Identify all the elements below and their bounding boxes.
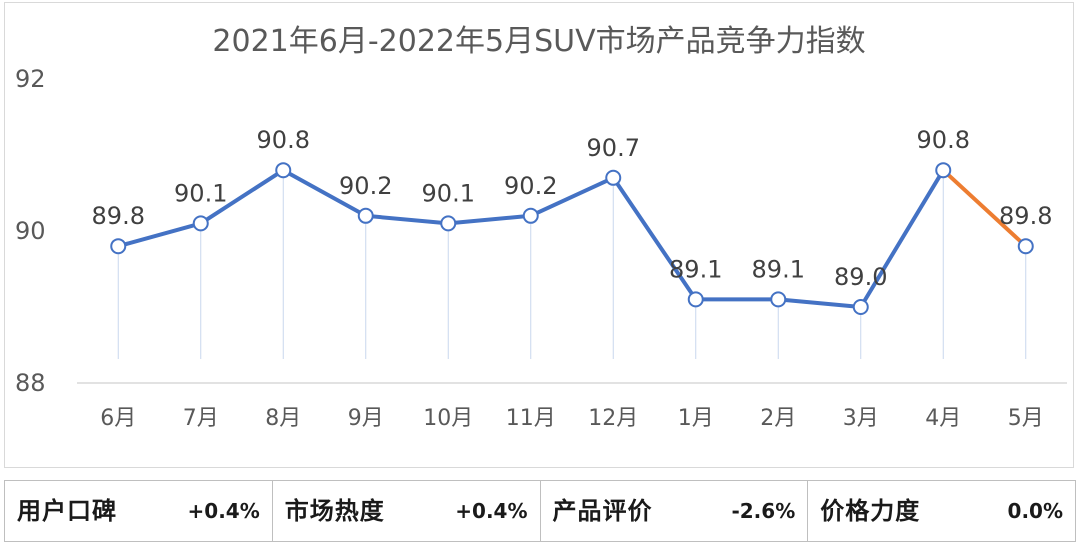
data-label: 89.8 (92, 202, 145, 230)
data-label: 90.1 (174, 179, 227, 207)
line-segment (611, 175, 698, 302)
metric-value: -2.6% (731, 499, 796, 523)
metric-name: 用户口碑 (17, 497, 117, 525)
y-tick-label: 90 (15, 217, 46, 245)
x-axis-ticks: 6月 7月 8月 9月 10月 11月 12月 1月 2月 3月 4月 5月 (100, 406, 1044, 431)
x-tick-label: 1月 (678, 406, 714, 431)
drop-lines (117, 176, 1027, 359)
metrics-table: 用户口碑 +0.4% 市场热度 +0.4% 产品评价 -2.6% 价格力度 0.… (4, 480, 1076, 542)
x-tick-label: 7月 (183, 406, 219, 431)
data-label: 90.7 (587, 134, 640, 162)
metrics-row: 用户口碑 +0.4% 市场热度 +0.4% 产品评价 -2.6% 价格力度 0.… (4, 480, 1076, 542)
data-label: 90.2 (504, 172, 557, 200)
data-label: 89.8 (999, 202, 1052, 230)
data-markers (110, 162, 1034, 315)
data-label: 89.0 (834, 263, 887, 291)
x-tick-label: 6月 (100, 406, 136, 431)
data-label: 90.2 (339, 172, 392, 200)
data-labels: 89.8 90.1 90.8 90.2 90.1 90.2 90.7 89.1 89.1 89.0… (92, 126, 1053, 291)
x-tick-label: 8月 (265, 406, 301, 431)
line-segment (941, 168, 1028, 249)
data-label: 89.1 (669, 255, 722, 283)
data-label: 90.1 (422, 179, 475, 207)
metric-name: 市场热度 (284, 497, 385, 525)
data-point (1017, 238, 1034, 255)
y-tick-label: 92 (15, 65, 46, 93)
x-tick-label: 4月 (925, 406, 961, 431)
line-segment (858, 168, 946, 309)
data-point (770, 291, 787, 308)
data-point (605, 169, 622, 186)
y-tick-label: 88 (15, 369, 46, 397)
metric-cell: 价格力度 0.0% (807, 480, 1076, 542)
data-point (935, 162, 952, 179)
data-point (687, 291, 704, 308)
metric-cell: 产品评价 -2.6% (539, 480, 809, 542)
data-point (192, 215, 209, 232)
line-segment (776, 297, 863, 309)
data-point (110, 238, 127, 255)
data-label: 90.8 (257, 126, 310, 154)
metric-value: +0.4% (455, 499, 528, 523)
line-chart: 2021年6月-2022年5月SUV市场产品竞争力指数 88 90 92 89.8 9… (15, 24, 1067, 431)
line-segment (198, 168, 286, 226)
x-tick-label: 12月 (588, 406, 638, 431)
x-tick-label: 2月 (760, 406, 796, 431)
x-tick-label: 9月 (348, 406, 384, 431)
x-tick-label: 10月 (423, 406, 473, 431)
data-point (357, 207, 374, 224)
data-label: 90.8 (917, 126, 970, 154)
data-point (852, 299, 869, 315)
line-segment (446, 213, 533, 226)
line-segment (281, 168, 368, 218)
metric-cell: 市场热度 +0.4% (271, 480, 541, 542)
metric-value: 0.0% (1007, 499, 1063, 523)
line-segment (528, 175, 616, 218)
chart-title: 2021年6月-2022年5月SUV市场产品竞争力指数 (212, 24, 865, 59)
x-tick-label: 3月 (843, 406, 879, 431)
data-point (522, 207, 539, 224)
data-label: 89.1 (752, 255, 805, 283)
metric-cell: 用户口碑 +0.4% (4, 480, 273, 542)
metric-name: 产品评价 (552, 497, 653, 525)
line-segment (116, 221, 203, 249)
chart-frame: 2021年6月-2022年5月SUV市场产品竞争力指数 88 90 92 89.8 9… (4, 2, 1074, 468)
y-axis-ticks: 88 90 92 (15, 65, 46, 397)
data-point (440, 215, 457, 232)
series-line (116, 168, 1028, 309)
metric-name: 价格力度 (820, 497, 921, 525)
data-point (275, 162, 292, 179)
metric-value: +0.4% (187, 499, 260, 523)
x-tick-label: 11月 (506, 406, 556, 431)
x-tick-label: 5月 (1008, 406, 1044, 431)
line-segment (363, 213, 451, 226)
